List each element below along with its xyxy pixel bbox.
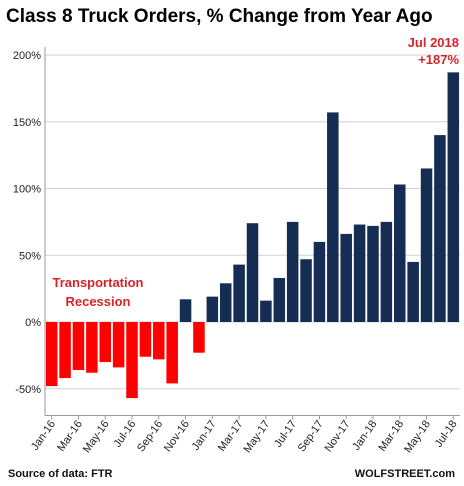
y-tick-label: -50% [15, 384, 41, 396]
bar [327, 112, 339, 322]
annotation-recession: Recession [65, 294, 130, 309]
x-tick-label: May-18 [402, 418, 433, 455]
bar [112, 322, 125, 368]
bar [246, 223, 259, 322]
y-tick-label: 50% [19, 250, 41, 262]
source-note: Source of data: FTR [8, 468, 113, 480]
x-tick-label: May-16 [81, 418, 112, 455]
annotation-latest: +187% [418, 52, 459, 67]
bar [59, 322, 71, 379]
y-tick-label: 100% [13, 184, 41, 196]
chart-title: Class 8 Truck Orders, % Change from Year… [6, 6, 433, 27]
bar [313, 241, 326, 322]
x-tick-label: Sep-17 [296, 418, 326, 454]
bar [260, 300, 272, 322]
y-tick-label: 0% [25, 317, 41, 329]
annotations: Transportation Recession Jul 2018 +187% [52, 35, 459, 309]
bar [99, 322, 111, 363]
bar [139, 322, 152, 357]
bar [233, 264, 245, 322]
bar [166, 322, 178, 384]
x-tick-label: Jul-18 [433, 418, 460, 449]
x-tick-label: Jul-17 [272, 418, 299, 449]
bar-series [45, 72, 460, 399]
annotation-latest: Jul 2018 [408, 35, 459, 50]
bar [86, 322, 98, 373]
x-tick-label: May-17 [241, 418, 272, 455]
y-axis: -50% 0% 50% 100% 150% 200% [13, 47, 46, 416]
bar [153, 322, 165, 360]
y-tick-label: 200% [13, 50, 41, 62]
bar [340, 233, 352, 322]
bar [45, 322, 58, 387]
bar [72, 322, 85, 371]
x-tick-label: Nov-16 [162, 418, 192, 454]
x-tick-label: Jul-16 [111, 418, 138, 449]
x-tick-label: Sep-16 [135, 418, 165, 454]
bar [219, 283, 232, 322]
bar [353, 224, 366, 322]
y-tick-label: 150% [13, 117, 41, 129]
bar [420, 168, 433, 322]
bar [126, 322, 138, 399]
annotation-recession: Transportation [52, 275, 143, 290]
x-tick-label: Jan-16 [29, 418, 58, 452]
bar [286, 221, 299, 322]
bar [206, 296, 219, 322]
bar [407, 261, 419, 322]
bar [447, 72, 460, 322]
x-tick-label: Jan-17 [190, 418, 219, 452]
bar [380, 221, 393, 322]
x-tick-label: Nov-17 [322, 418, 352, 454]
bar [394, 184, 406, 322]
bar [179, 299, 192, 322]
bar [300, 259, 312, 322]
bar [193, 322, 205, 353]
brand-label: WOLFSTREET.com [355, 468, 455, 480]
bar [434, 135, 446, 322]
x-tick-label: Jan-18 [350, 418, 379, 452]
bar [367, 225, 379, 322]
bar [273, 277, 286, 322]
